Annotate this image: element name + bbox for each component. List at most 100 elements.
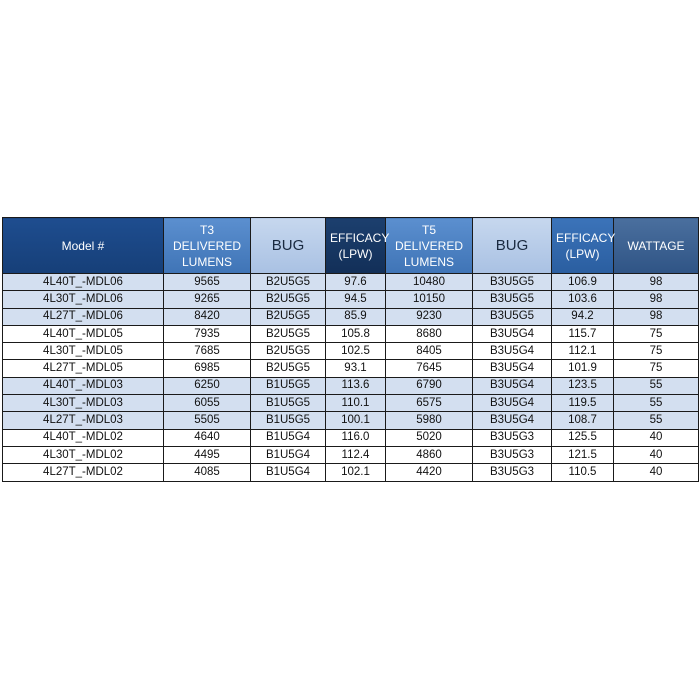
table-cell: 103.6 xyxy=(551,290,614,309)
table-cell: 4L40T_-MDL03 xyxy=(2,376,164,396)
table-cell: 55 xyxy=(613,411,699,430)
table-cell: 112.4 xyxy=(325,445,386,465)
header-cell: T3 DELIVERED LUMENS xyxy=(163,217,251,274)
table-row: 4L30T_-MDL02 4495 B1U5G4 112.4 4860 B3U5G3 121… xyxy=(2,445,699,465)
table-cell: 9230 xyxy=(385,307,473,326)
table-cell: B3U5G5 xyxy=(472,272,552,292)
table-cell: 110.5 xyxy=(551,463,614,482)
table-cell: 4420 xyxy=(385,463,473,482)
table-row: 4L40T_-MDL02 4640 B1U5G4 116.0 5020 B3U5G3 125… xyxy=(2,428,699,447)
table-row: 4L27T_-MDL05 6985 B2U5G5 93.1 7645 B3U5G4 101.… xyxy=(2,359,699,378)
header-cell: EFFICACY (LPW) xyxy=(325,217,389,274)
table-cell: B3U5G5 xyxy=(472,290,552,309)
table-cell: 6985 xyxy=(163,359,251,378)
table-cell: 4085 xyxy=(163,463,251,482)
table-cell: 115.7 xyxy=(551,324,614,344)
table-row: 4L30T_-MDL03 6055 B1U5G5 110.1 6575 B3U5G4 119… xyxy=(2,394,699,413)
table-row: 4L30T_-MDL05 7685 B2U5G5 102.5 8405 B3U5G4 112… xyxy=(2,342,699,361)
table-cell: 4L27T_-MDL03 xyxy=(2,411,164,430)
table-cell: B1U5G4 xyxy=(250,463,326,482)
table-cell: B3U5G4 xyxy=(472,359,552,378)
table-cell: 5980 xyxy=(385,411,473,430)
table-cell: 4L27T_-MDL05 xyxy=(2,359,164,378)
table-cell: 4L30T_-MDL05 xyxy=(2,342,164,361)
table-cell: B2U5G5 xyxy=(250,324,326,344)
table-cell: 75 xyxy=(613,359,699,378)
header-row: Model # T3 DELIVERED LUMENS BUG EFFICACY (L… xyxy=(2,217,699,274)
table-cell: 8420 xyxy=(163,307,251,326)
table-row: 4L30T_-MDL06 9265 B2U5G5 94.5 10150 B3U5G5 103… xyxy=(2,290,699,309)
table-cell: 10480 xyxy=(385,272,473,292)
table-cell: 97.6 xyxy=(325,272,386,292)
table-cell: 4L40T_-MDL06 xyxy=(2,272,164,292)
table-cell: 98 xyxy=(613,290,699,309)
table-cell: 4640 xyxy=(163,428,251,447)
table-cell: 106.9 xyxy=(551,272,614,292)
header-cell: Model # xyxy=(2,217,164,274)
table-cell: 75 xyxy=(613,324,699,344)
table-cell: 125.5 xyxy=(551,428,614,447)
table-cell: 10150 xyxy=(385,290,473,309)
header-cell: BUG xyxy=(472,217,552,274)
table-cell: 55 xyxy=(613,394,699,413)
header-cell: BUG xyxy=(250,217,326,274)
table-row: 4L27T_-MDL06 8420 B2U5G5 85.9 9230 B3U5G5 94.2… xyxy=(2,307,699,326)
table-cell: 40 xyxy=(613,428,699,447)
table-cell: 6790 xyxy=(385,376,473,396)
table-cell: 101.9 xyxy=(551,359,614,378)
table-cell: 93.1 xyxy=(325,359,386,378)
table-cell: 116.0 xyxy=(325,428,386,447)
table-cell: 4L30T_-MDL02 xyxy=(2,445,164,465)
table-row: 4L27T_-MDL03 5505 B1U5G5 100.1 5980 B3U5G4 108… xyxy=(2,411,699,430)
table-cell: 4495 xyxy=(163,445,251,465)
table-cell: B1U5G5 xyxy=(250,376,326,396)
table-cell: 6575 xyxy=(385,394,473,413)
table-row: 4L40T_-MDL03 6250 B1U5G5 113.6 6790 B3U5G4 123… xyxy=(2,376,699,396)
table-cell: 6055 xyxy=(163,394,251,413)
table-cell: 123.5 xyxy=(551,376,614,396)
table-cell: 113.6 xyxy=(325,376,386,396)
table-cell: B2U5G5 xyxy=(250,342,326,361)
table-cell: 9265 xyxy=(163,290,251,309)
table-cell: B1U5G4 xyxy=(250,445,326,465)
table-cell: 8680 xyxy=(385,324,473,344)
table-cell: B3U5G4 xyxy=(472,324,552,344)
table-row: 4L40T_-MDL05 7935 B2U5G5 105.8 8680 B3U5G4 115… xyxy=(2,324,699,344)
table-cell: 8405 xyxy=(385,342,473,361)
table-cell: 98 xyxy=(613,272,699,292)
table-cell: B3U5G4 xyxy=(472,411,552,430)
table-cell: 121.5 xyxy=(551,445,614,465)
table-cell: B3U5G4 xyxy=(472,394,552,413)
table-cell: B1U5G5 xyxy=(250,394,326,413)
table-body: 4L40T_-MDL06 9565 B2U5G5 97.6 10480 B3U5G5 106… xyxy=(2,272,699,482)
table-cell: 4L40T_-MDL02 xyxy=(2,428,164,447)
table-cell: 7685 xyxy=(163,342,251,361)
table-cell: 102.1 xyxy=(325,463,386,482)
table-cell: B1U5G5 xyxy=(250,411,326,430)
table-cell: 40 xyxy=(613,463,699,482)
table-cell: B3U5G3 xyxy=(472,445,552,465)
table-cell: B3U5G4 xyxy=(472,376,552,396)
table-cell: 102.5 xyxy=(325,342,386,361)
table-cell: B3U5G3 xyxy=(472,463,552,482)
table-cell: 85.9 xyxy=(325,307,386,326)
table-cell: 94.2 xyxy=(551,307,614,326)
table-cell: B2U5G5 xyxy=(250,359,326,378)
header-cell: WATTAGE xyxy=(613,217,699,274)
table-cell: 75 xyxy=(613,342,699,361)
table-cell: B1U5G4 xyxy=(250,428,326,447)
table-cell: B2U5G5 xyxy=(250,272,326,292)
table-cell: B3U5G5 xyxy=(472,307,552,326)
table-cell: B3U5G3 xyxy=(472,428,552,447)
table-cell: 119.5 xyxy=(551,394,614,413)
table-cell: 105.8 xyxy=(325,324,386,344)
table-cell: 55 xyxy=(613,376,699,396)
table-cell: 108.7 xyxy=(551,411,614,430)
table-cell: 5505 xyxy=(163,411,251,430)
table-cell: 4L30T_-MDL06 xyxy=(2,290,164,309)
table-cell: B2U5G5 xyxy=(250,290,326,309)
table-cell: 7645 xyxy=(385,359,473,378)
header-cell: T5 DELIVERED LUMENS xyxy=(385,217,473,274)
table-cell: 4L30T_-MDL03 xyxy=(2,394,164,413)
